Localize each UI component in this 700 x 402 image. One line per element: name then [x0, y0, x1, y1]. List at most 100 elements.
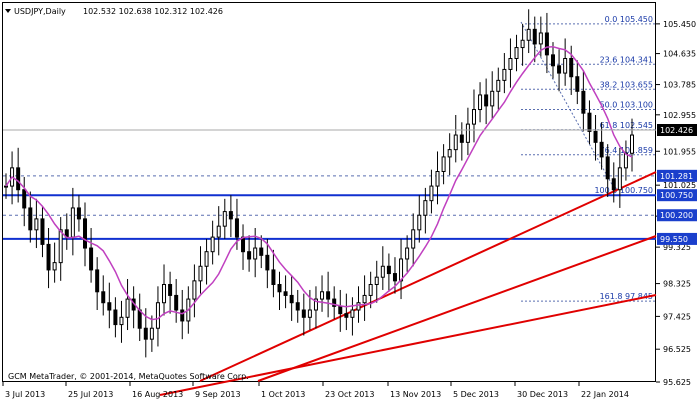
candle-body	[471, 109, 476, 125]
level-price-label-text: 100.200	[660, 211, 693, 220]
candle-body	[411, 229, 416, 249]
plot-area	[2, 2, 656, 382]
candle-body	[350, 309, 355, 318]
candle-body	[453, 134, 458, 151]
candle-body	[338, 305, 343, 315]
candle-body	[168, 283, 173, 296]
x-tick-label: 23 Oct 2013	[325, 390, 374, 399]
candle-body	[502, 68, 507, 81]
candle-body	[95, 269, 100, 293]
current-price-label-text: 102.426	[660, 126, 693, 135]
candle-body	[34, 218, 39, 231]
candle-body	[563, 57, 568, 74]
candle-body	[277, 283, 282, 293]
candle-body	[599, 141, 604, 158]
level-price-label-text: 100.750	[660, 191, 693, 200]
level-price-label	[657, 209, 697, 222]
header: USDJPY,Daily 102.532 102.638 102.312 102…	[5, 7, 223, 16]
candle-body	[435, 170, 440, 187]
price-axis[interactable]: 105.450 104.635 103.785 102.955 101.955 101.0…	[656, 20, 696, 387]
candle-body	[465, 123, 470, 143]
candle-body	[441, 156, 446, 172]
candle-body	[149, 327, 154, 340]
candle-body	[283, 291, 288, 296]
x-tick-label: 22 Jan 2014	[581, 390, 629, 399]
candle-body	[496, 79, 501, 92]
candle-body	[581, 90, 586, 114]
x-tick-label: 25 Jul 2013	[68, 390, 113, 399]
fib-level-label: 161.8 97.845	[600, 292, 653, 301]
candle-body	[174, 294, 179, 311]
candle-body	[526, 28, 531, 41]
candle-body	[28, 207, 33, 231]
level-price-label-text: 99.550	[660, 235, 688, 244]
candle-body	[532, 28, 537, 45]
moving-average-line	[5, 45, 633, 321]
candle-body	[611, 178, 616, 191]
trendline-2[interactable]	[257, 235, 657, 382]
y-tick-label: 103.785	[663, 81, 696, 90]
candle-body	[52, 262, 57, 271]
candle-body	[575, 76, 580, 92]
dropdown-triangle-icon[interactable]	[5, 9, 11, 13]
x-tick-label: 1 Oct 2013	[261, 390, 305, 399]
candle-body	[417, 214, 422, 231]
fib-level-label: 61.8 102.545	[600, 121, 653, 130]
y-tick-label: 96.525	[663, 345, 691, 354]
fib-level-label: 0.0 105.450	[605, 15, 653, 24]
current-price-label	[657, 124, 697, 136]
candle-body	[593, 130, 598, 143]
y-tick-label: 104.635	[663, 50, 696, 59]
candle-body	[119, 316, 124, 326]
candle-body	[216, 225, 221, 238]
candle-body	[307, 309, 312, 318]
candle-body	[544, 32, 549, 56]
trendline-3[interactable]	[159, 294, 657, 396]
candle-body	[247, 251, 252, 260]
x-tick-label: 9 Sep 2013	[195, 390, 241, 399]
y-tick-label: 99.325	[663, 243, 691, 252]
candle-body	[569, 57, 574, 78]
candle-body	[320, 291, 325, 300]
candle-body	[241, 236, 246, 253]
candle-body	[125, 298, 130, 318]
x-tick-label: 16 Aug 2013	[132, 390, 183, 399]
x-tick-label: 13 Nov 2013	[390, 390, 441, 399]
candle-body	[58, 229, 63, 264]
candle-body	[368, 283, 373, 296]
trendlines[interactable]	[159, 21, 657, 396]
candle-body	[204, 251, 209, 267]
candle-body	[459, 134, 464, 143]
candle-body	[423, 200, 428, 216]
candle-body	[617, 167, 622, 191]
time-axis[interactable]: 3 Jul 2013 25 Jul 2013 16 Aug 2013 9 Sep 20…	[2, 382, 629, 399]
candlesticks	[4, 9, 634, 358]
candle-body	[484, 94, 489, 107]
fib-level-label: 100.0 100.750	[594, 186, 653, 195]
candle-body	[508, 57, 513, 70]
candle-body	[22, 189, 27, 209]
candle-body	[289, 294, 294, 304]
symbol-label: USDJPY,Daily	[14, 7, 66, 16]
candle-body	[113, 309, 118, 326]
candle-body	[295, 302, 300, 311]
candle-body	[4, 185, 8, 188]
horizontal-levels[interactable]	[3, 175, 656, 240]
candle-body	[605, 156, 610, 180]
candle-body	[83, 218, 88, 249]
candle-body	[447, 149, 452, 158]
y-tick-label: 102.955	[663, 111, 696, 120]
candle-body	[374, 276, 379, 285]
y-tick-label: 101.955	[663, 147, 696, 156]
candle-body	[405, 247, 410, 260]
candle-body	[478, 94, 483, 111]
fib-level-label: 23.6 104.341	[600, 55, 653, 64]
candle-body	[386, 265, 391, 275]
price-labels: 102.426 101.281 100.750 100.200 99.550	[657, 124, 697, 245]
candle-body	[380, 265, 385, 278]
trendline-1[interactable]	[199, 171, 657, 382]
candle-body	[101, 291, 106, 304]
candle-body	[490, 90, 495, 107]
candle-body	[89, 247, 94, 271]
